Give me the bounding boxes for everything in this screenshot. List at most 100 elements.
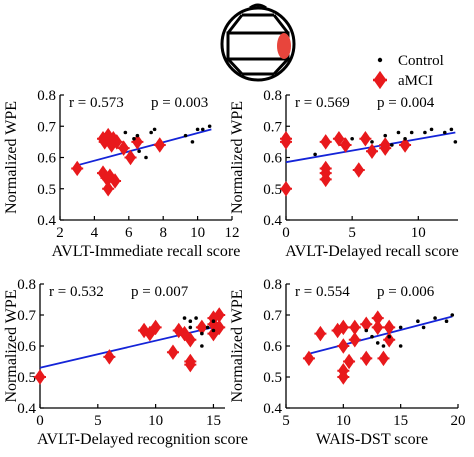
amci-point <box>166 344 179 360</box>
amci-point <box>337 338 350 354</box>
control-point <box>137 149 141 154</box>
y-axis-title: Normalized WPE <box>229 101 246 214</box>
correlation-p-label: p = 0.004 <box>377 95 435 111</box>
amci-point <box>149 319 162 336</box>
control-point <box>409 130 414 135</box>
y-tick-label: 0.4 <box>263 213 282 229</box>
control-point <box>370 334 374 339</box>
y-tick-label: 0.4 <box>17 401 36 417</box>
control-point <box>375 341 380 345</box>
control-point <box>381 344 386 348</box>
amci-point <box>124 149 137 166</box>
legend: Control aMCI <box>373 53 444 90</box>
control-point <box>207 124 212 129</box>
correlation-r-label: r = 0.532 <box>49 284 104 300</box>
legend-label-control: Control <box>398 53 444 69</box>
control-point <box>398 325 403 330</box>
amci-point <box>332 131 345 147</box>
amci-point <box>34 369 46 385</box>
y-tick-label: 0.5 <box>263 182 282 198</box>
control-point <box>387 334 392 339</box>
amci-point <box>360 350 373 367</box>
amci-point <box>117 140 130 156</box>
control-point <box>429 127 434 132</box>
x-tick-label: 10 <box>148 413 163 429</box>
amci-point <box>343 353 356 370</box>
amci-point <box>143 325 156 342</box>
control-point <box>370 140 374 144</box>
y-tick-label: 0.6 <box>37 151 56 167</box>
correlation-p-label: p = 0.003 <box>151 95 208 111</box>
y-axis-title: Normalized WPE <box>229 289 246 402</box>
correlation-r-label: r = 0.569 <box>295 95 350 111</box>
y-tick-label: 0.4 <box>37 213 56 229</box>
x-tick-label: 8 <box>159 225 167 241</box>
y-tick-label: 0.5 <box>263 370 282 386</box>
correlation-r-label: r = 0.573 <box>69 95 124 111</box>
control-point <box>200 344 204 348</box>
amci-point <box>337 363 350 379</box>
control-point <box>423 130 427 135</box>
x-tick-label: 5 <box>94 413 102 429</box>
y-tick-label: 0.7 <box>17 308 36 324</box>
y-tick-label: 0.7 <box>37 119 56 135</box>
x-tick-label: 5 <box>282 413 290 429</box>
control-point <box>450 313 455 317</box>
control-point <box>364 328 369 333</box>
head-highlight-region <box>277 33 291 59</box>
control-point <box>200 331 204 336</box>
amci-point <box>102 181 115 197</box>
y-axis-title: Normalized WPE <box>3 289 20 402</box>
control-point <box>350 136 354 141</box>
regression-fit-line <box>308 315 453 355</box>
amci-point <box>377 350 390 367</box>
amci-point <box>280 134 292 150</box>
control-point <box>453 140 458 144</box>
y-tick-label: 0.6 <box>17 339 36 355</box>
amci-point <box>366 143 378 159</box>
amci-point <box>109 173 122 189</box>
control-point <box>188 325 193 330</box>
y-tick-label: 0.5 <box>37 182 56 198</box>
x-tick-label: 15 <box>206 413 221 429</box>
x-tick-label: 4 <box>91 225 99 241</box>
amci-point <box>371 319 384 336</box>
control-point <box>211 328 216 333</box>
control-point <box>390 143 394 147</box>
legend-marker-amci <box>373 70 387 90</box>
brain-topography-head-icon <box>220 3 296 82</box>
x-tick-label: 12 <box>225 225 240 241</box>
amci-point <box>337 319 350 336</box>
amci-point <box>319 160 332 177</box>
amci-point <box>314 325 327 342</box>
legend-marker-control <box>377 57 383 63</box>
control-point <box>195 127 200 132</box>
control-point <box>135 133 140 138</box>
correlation-r-label: r = 0.554 <box>295 284 350 300</box>
control-point <box>396 130 401 135</box>
control-point <box>403 136 407 141</box>
y-tick-label: 0.6 <box>263 151 282 167</box>
x-tick-label: 10 <box>411 225 426 241</box>
control-point <box>211 319 216 324</box>
amci-point <box>359 131 372 147</box>
control-point <box>149 130 153 135</box>
correlation-p-label: p = 0.007 <box>131 284 189 300</box>
x-tick-label: 20 <box>451 413 466 429</box>
x-axis-title: AVLT-Immediate recall score <box>52 243 241 260</box>
x-tick-label: 15 <box>393 413 408 429</box>
control-point <box>188 319 193 324</box>
control-point <box>200 127 205 132</box>
y-tick-label: 0.7 <box>263 308 282 324</box>
scatter-panel-1: 0.4 0.5 0.6 0.7 0.8 2 4 6 8 10 12 AVLT-Immediate re… <box>3 88 240 260</box>
control-point <box>144 155 148 160</box>
amci-point <box>348 332 361 348</box>
control-point <box>433 316 437 320</box>
y-tick-label: 0.6 <box>263 339 282 355</box>
y-tick-label: 0.8 <box>263 88 282 104</box>
amci-point <box>339 137 352 153</box>
control-point <box>183 133 188 138</box>
y-axis-title: Normalized WPE <box>3 101 20 214</box>
x-tick-label: 2 <box>56 225 64 241</box>
